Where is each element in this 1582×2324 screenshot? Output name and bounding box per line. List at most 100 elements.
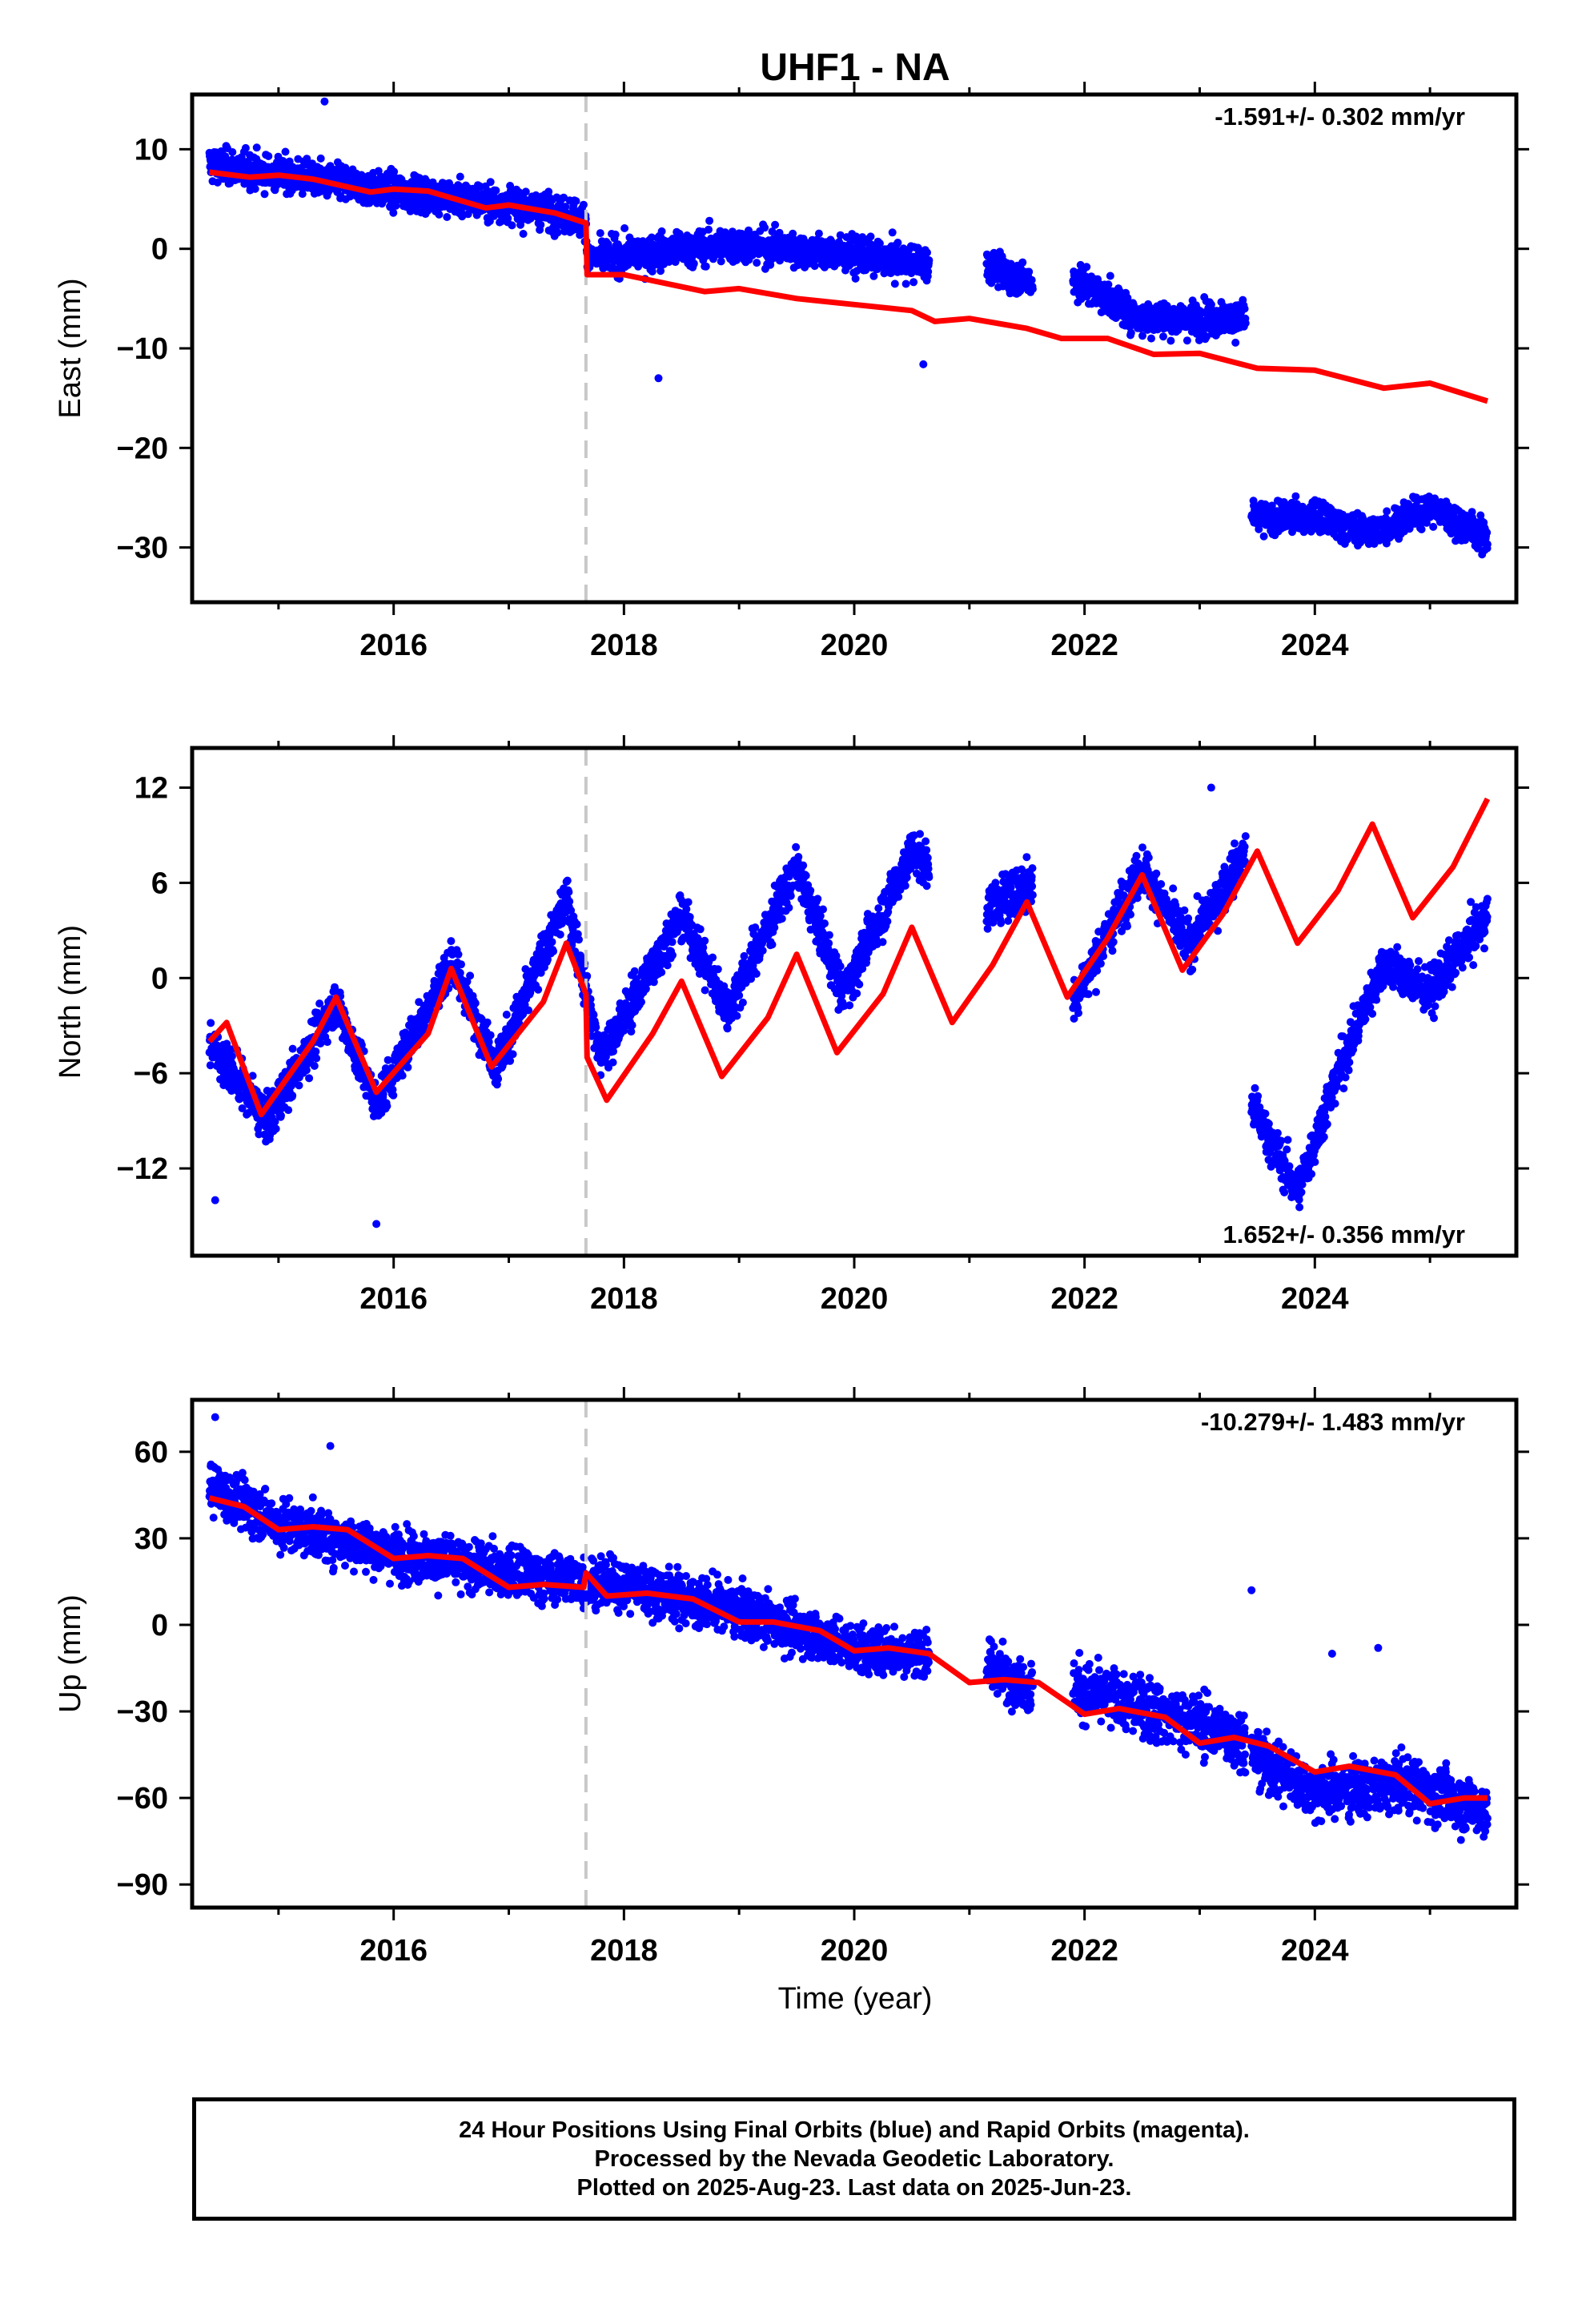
data-point [213,178,222,187]
data-point-outlier [320,97,329,106]
data-point [486,1031,495,1039]
data-point [457,960,465,969]
data-point-outlier [654,374,663,383]
data-point [611,230,620,239]
data-point [207,1019,215,1027]
data-point [1082,263,1091,271]
y-tick-label: −30 [117,532,168,565]
data-point [1483,540,1492,549]
x-tick-label: 2016 [359,629,428,662]
data-point [288,1044,297,1053]
data-point [271,1124,280,1133]
data-point [1291,492,1300,501]
data-point [312,1054,321,1063]
data-point [1147,334,1155,343]
data-point [532,191,540,199]
data-point [458,212,467,221]
data-point [228,148,237,156]
data-point [316,154,325,163]
data-point [471,999,480,1007]
data-point [390,167,399,176]
data-point [893,239,902,247]
data-point [890,279,899,288]
data-point [1417,525,1426,533]
data-point [295,1081,303,1090]
data-point [484,1038,493,1046]
data-point [1028,284,1037,293]
data-point [761,223,769,232]
data-point [260,190,269,199]
data-point [1166,336,1175,345]
data-point [383,1102,391,1111]
data-point [596,229,604,238]
data-point [753,259,761,267]
y-tick-label: −20 [117,432,168,465]
data-point [548,938,556,947]
data-point [1383,507,1391,516]
data-point [1025,267,1034,276]
data-point [521,187,530,196]
y-tick-label: 0 [151,233,168,267]
data-point [508,1050,517,1059]
data-point [341,163,350,172]
data-point [1429,522,1438,531]
x-tick-label: 2018 [590,629,658,662]
data-point [851,274,860,283]
y-axis-label-east: East (mm) [54,278,87,418]
data-point [556,931,564,939]
data-point [435,210,444,219]
data-point [284,1106,293,1115]
data-point [305,1074,314,1083]
x-tick-label: 2022 [1050,629,1118,662]
data-point [705,225,713,234]
data-point [519,230,528,238]
data-point [492,186,500,195]
data-point [251,184,259,193]
data-point [504,214,512,223]
data-point [391,201,400,210]
data-point [454,950,463,959]
data-point [1241,319,1250,328]
data-point [1259,532,1268,541]
data-point [310,1062,319,1070]
data-point [227,1051,236,1060]
data-point [502,1011,511,1019]
data-point [241,143,250,152]
data-point [1159,332,1167,341]
data-point [404,1063,412,1072]
data-point [572,197,580,206]
data-point [389,208,398,217]
data-point [1126,328,1135,337]
data-point [701,262,710,271]
data-point [909,278,918,287]
data-point [549,947,558,955]
data-point [508,221,516,230]
data-point [534,985,543,994]
data-point [657,227,666,235]
data-point [1104,280,1113,289]
data-point [516,220,525,229]
data-point [1240,304,1249,313]
plot-area-north [192,748,1516,1256]
data-point [866,232,875,241]
data-point [575,935,583,944]
data-point [398,1072,407,1080]
y-tick-label: −10 [117,332,168,366]
data-point [389,1091,398,1100]
data-point [544,187,553,196]
data-point [1106,271,1114,280]
data-point [923,248,931,257]
data-point [888,228,897,237]
data-point [536,220,545,229]
data-point [1483,529,1492,537]
y-tick-label: 10 [135,133,168,167]
data-point [252,143,261,152]
data-point [464,210,472,219]
data-point [1182,336,1191,345]
data-point [572,920,581,929]
data-point [323,1038,331,1047]
x-tick-label: 2020 [821,629,889,662]
data-point [717,257,725,266]
